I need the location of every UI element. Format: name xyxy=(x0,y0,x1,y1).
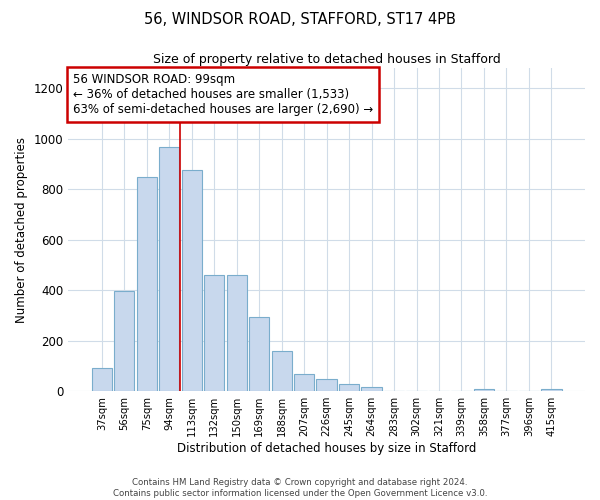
Bar xyxy=(182,170,202,391)
Text: Contains HM Land Registry data © Crown copyright and database right 2024.
Contai: Contains HM Land Registry data © Crown c… xyxy=(113,478,487,498)
Bar xyxy=(159,147,179,391)
Title: Size of property relative to detached houses in Stafford: Size of property relative to detached ho… xyxy=(153,52,500,66)
X-axis label: Distribution of detached houses by size in Stafford: Distribution of detached houses by size … xyxy=(177,442,476,455)
Bar xyxy=(294,374,314,391)
Bar xyxy=(474,389,494,391)
Bar xyxy=(249,316,269,391)
Bar xyxy=(227,275,247,391)
Bar xyxy=(114,292,134,391)
Y-axis label: Number of detached properties: Number of detached properties xyxy=(15,136,28,322)
Bar xyxy=(339,384,359,391)
Bar xyxy=(204,275,224,391)
Bar xyxy=(272,351,292,391)
Bar xyxy=(316,378,337,391)
Bar xyxy=(541,389,562,391)
Bar xyxy=(137,177,157,391)
Text: 56 WINDSOR ROAD: 99sqm
← 36% of detached houses are smaller (1,533)
63% of semi-: 56 WINDSOR ROAD: 99sqm ← 36% of detached… xyxy=(73,73,374,116)
Bar xyxy=(361,386,382,391)
Bar xyxy=(92,368,112,391)
Text: 56, WINDSOR ROAD, STAFFORD, ST17 4PB: 56, WINDSOR ROAD, STAFFORD, ST17 4PB xyxy=(144,12,456,28)
